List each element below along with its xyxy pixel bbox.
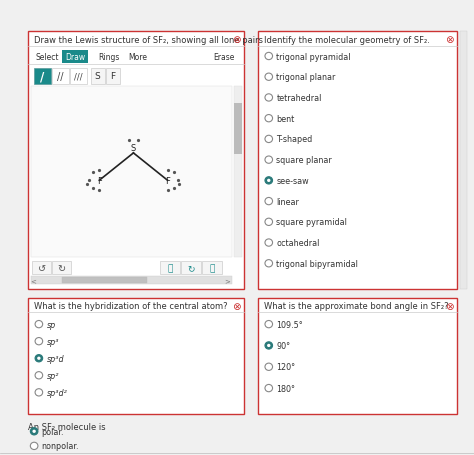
Text: polar.: polar. (42, 427, 64, 436)
Text: <: < (30, 277, 36, 283)
Circle shape (265, 74, 273, 81)
Text: /: / (40, 70, 44, 83)
Circle shape (265, 342, 273, 349)
Text: see-saw: see-saw (276, 177, 309, 186)
Circle shape (37, 357, 41, 360)
Text: Draw: Draw (65, 52, 85, 61)
Text: sp³d: sp³d (46, 354, 64, 363)
FancyBboxPatch shape (32, 261, 51, 275)
FancyBboxPatch shape (31, 86, 232, 257)
Text: tetrahedral: tetrahedral (276, 94, 322, 103)
Text: Draw the Lewis structure of SF₂, showing all lone pairs: Draw the Lewis structure of SF₂, showing… (34, 35, 263, 45)
Text: ⊗: ⊗ (445, 35, 454, 45)
Text: 109.5°: 109.5° (276, 320, 303, 329)
Text: F: F (165, 177, 170, 185)
Text: square planar: square planar (276, 156, 332, 165)
Text: sp: sp (46, 320, 56, 329)
Circle shape (35, 389, 43, 396)
FancyBboxPatch shape (234, 104, 242, 155)
Circle shape (265, 198, 273, 205)
FancyBboxPatch shape (52, 69, 69, 85)
Text: trigonal pyramidal: trigonal pyramidal (276, 52, 351, 61)
Circle shape (265, 260, 273, 268)
FancyBboxPatch shape (28, 32, 244, 289)
Circle shape (265, 95, 273, 102)
Text: sp³: sp³ (46, 337, 59, 346)
Text: What is the approximate bond angle in SF₂?: What is the approximate bond angle in SF… (264, 302, 449, 311)
Text: trigonal bipyramidal: trigonal bipyramidal (276, 259, 358, 268)
FancyBboxPatch shape (258, 298, 457, 414)
Circle shape (35, 338, 43, 345)
Text: trigonal planar: trigonal planar (276, 73, 336, 82)
FancyBboxPatch shape (70, 69, 87, 85)
FancyBboxPatch shape (202, 261, 222, 275)
FancyBboxPatch shape (34, 69, 51, 85)
Text: Rings: Rings (99, 52, 120, 61)
Circle shape (265, 239, 273, 247)
Text: sp²: sp² (46, 371, 59, 380)
Circle shape (32, 430, 36, 433)
Circle shape (35, 372, 43, 379)
FancyBboxPatch shape (181, 261, 201, 275)
Circle shape (35, 321, 43, 328)
Text: S: S (131, 144, 136, 153)
Text: //: // (57, 71, 64, 81)
Text: An SF₂ molecule is: An SF₂ molecule is (28, 422, 106, 431)
FancyBboxPatch shape (62, 51, 88, 64)
Circle shape (265, 136, 273, 143)
Circle shape (265, 157, 273, 164)
Text: What is the hybridization of the central atom?: What is the hybridization of the central… (34, 302, 228, 311)
FancyBboxPatch shape (258, 32, 457, 289)
Text: ///: /// (74, 72, 82, 81)
Text: F: F (97, 177, 102, 185)
Circle shape (267, 179, 271, 182)
Circle shape (265, 53, 273, 61)
FancyBboxPatch shape (62, 277, 147, 283)
FancyBboxPatch shape (52, 261, 71, 275)
Text: sp³d²: sp³d² (46, 388, 67, 397)
Text: More: More (128, 52, 147, 61)
Text: ↻: ↻ (57, 263, 66, 273)
Text: 🔍: 🔍 (167, 263, 173, 273)
Text: bent: bent (276, 114, 295, 123)
Circle shape (265, 363, 273, 370)
Text: F: F (110, 72, 115, 81)
Text: 🔍: 🔍 (209, 263, 215, 273)
Text: S: S (95, 72, 100, 81)
Text: 180°: 180° (276, 384, 295, 393)
Text: ⊗: ⊗ (232, 35, 240, 45)
Circle shape (265, 177, 273, 185)
FancyBboxPatch shape (460, 32, 467, 289)
Text: 120°: 120° (276, 363, 295, 371)
FancyBboxPatch shape (106, 69, 120, 85)
FancyBboxPatch shape (160, 261, 180, 275)
Text: T-shaped: T-shaped (276, 135, 312, 144)
FancyBboxPatch shape (91, 69, 105, 85)
Text: ⊗: ⊗ (232, 301, 240, 311)
Text: ↺: ↺ (37, 263, 46, 273)
Circle shape (265, 115, 273, 122)
Text: nonpolar.: nonpolar. (42, 441, 79, 450)
Text: ↻: ↻ (187, 263, 195, 273)
Text: Erase: Erase (213, 52, 235, 61)
FancyBboxPatch shape (31, 276, 232, 284)
Text: Select: Select (36, 52, 59, 61)
Circle shape (35, 355, 43, 362)
Circle shape (267, 344, 271, 347)
Circle shape (30, 442, 38, 450)
Circle shape (265, 384, 273, 392)
Circle shape (30, 428, 38, 435)
Text: linear: linear (276, 197, 299, 206)
Circle shape (265, 219, 273, 226)
Text: Identify the molecular geometry of SF₂.: Identify the molecular geometry of SF₂. (264, 35, 430, 45)
FancyBboxPatch shape (28, 298, 244, 414)
Text: octahedral: octahedral (276, 238, 320, 248)
Text: square pyramidal: square pyramidal (276, 218, 347, 227)
Text: ⊗: ⊗ (445, 301, 454, 311)
Circle shape (265, 321, 273, 328)
FancyBboxPatch shape (234, 86, 242, 257)
Text: 90°: 90° (276, 341, 291, 350)
Text: >: > (225, 277, 230, 283)
